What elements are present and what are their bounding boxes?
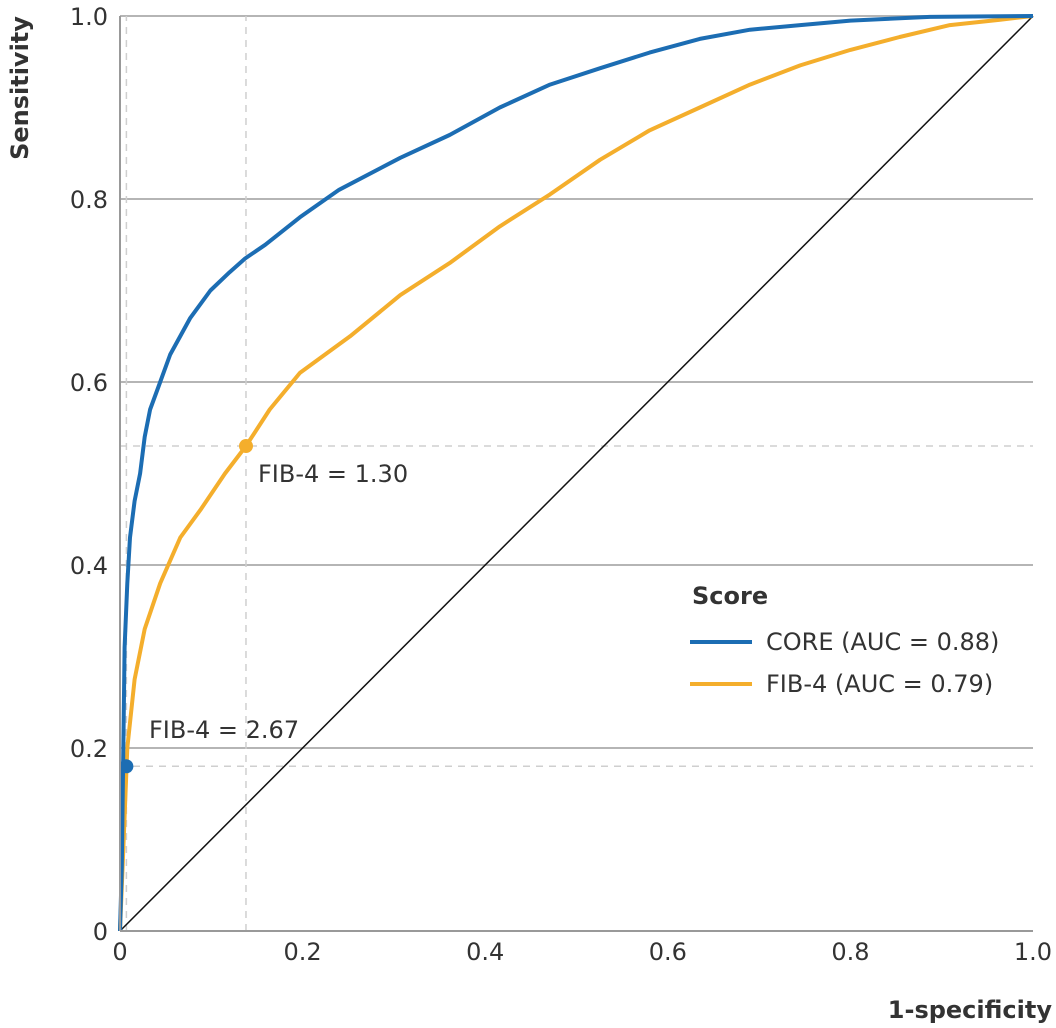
threshold-point — [238, 439, 253, 454]
annotation-fib4-130: FIB-4 = 1.30 — [258, 460, 408, 488]
legend-title: Score — [692, 582, 768, 610]
y-tick-label: 0.4 — [70, 552, 108, 580]
legend: Score CORE (AUC = 0.88) FIB-4 (AUC = 0.7… — [690, 582, 999, 698]
x-tick-label: 0.4 — [466, 938, 504, 966]
x-tick-label: 0.2 — [284, 938, 322, 966]
chance-diagonal-line — [119, 15, 1034, 932]
x-tick-label: 0 — [112, 938, 127, 966]
threshold-point — [119, 759, 134, 774]
roc-curve-core — [118, 14, 1034, 932]
y-tick-label: 1.0 — [70, 3, 108, 31]
y-tick-label: 0.6 — [70, 369, 108, 397]
x-tick-label: 1.0 — [1014, 938, 1052, 966]
annotation-fib4-267: FIB-4 = 2.67 — [149, 716, 299, 744]
x-tick-label: 0.6 — [649, 938, 687, 966]
y-tick-label: 0 — [93, 918, 108, 946]
gridlines — [120, 15, 1033, 749]
y-axis-label: Sensitivity — [6, 16, 34, 160]
y-tick-label: 0.8 — [70, 186, 108, 214]
x-tick-label: 0.8 — [831, 938, 869, 966]
roc-curves — [118, 14, 1034, 932]
axes — [119, 16, 1033, 932]
annotations: FIB-4 = 1.30 FIB-4 = 2.67 — [149, 460, 408, 744]
legend-label-fib4: FIB-4 (AUC = 0.79) — [766, 670, 993, 698]
legend-label-core: CORE (AUC = 0.88) — [766, 628, 999, 656]
threshold-reference-lines — [120, 16, 1033, 931]
x-axis-label: 1-specificity — [888, 996, 1053, 1024]
tick-labels: 0 0.2 0.4 0.6 0.8 1.0 0 0.2 0.4 0.6 0.8 1.0 — [70, 3, 1052, 966]
roc-curve-fib-4 — [118, 14, 1034, 932]
y-tick-label: 0.2 — [70, 735, 108, 763]
